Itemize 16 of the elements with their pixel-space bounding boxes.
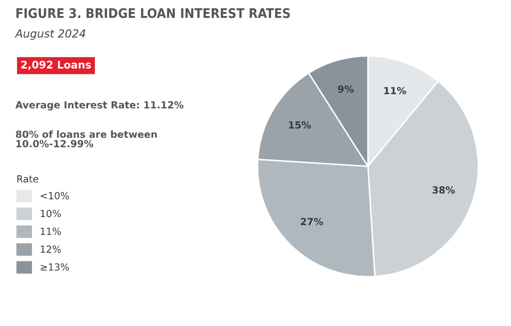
chart-subtitle: August 2024 [14,29,86,40]
text: Average Interest Rate: 11.12% [15,101,184,110]
data-label: 15% [288,121,311,129]
legend-label: 12% [40,246,61,253]
data-label: 11% [384,86,406,94]
legend-label: 11% [40,228,61,236]
data-label: 38% [432,186,455,194]
data-label: 27% [300,218,324,226]
data-label: 9% [338,85,354,93]
legend-label: ≥13% [40,263,69,271]
text: 80% of loans are between 10.0%-12.99% [16,130,157,148]
legend-title: Rate [17,175,38,183]
chart-title: FIGURE 3. BRIDGE LOAN INTEREST RATES [16,8,290,18]
legend-label: <10% [40,192,69,200]
text: 2,092 Loans [21,60,91,70]
legend-label: 10% [40,210,61,218]
